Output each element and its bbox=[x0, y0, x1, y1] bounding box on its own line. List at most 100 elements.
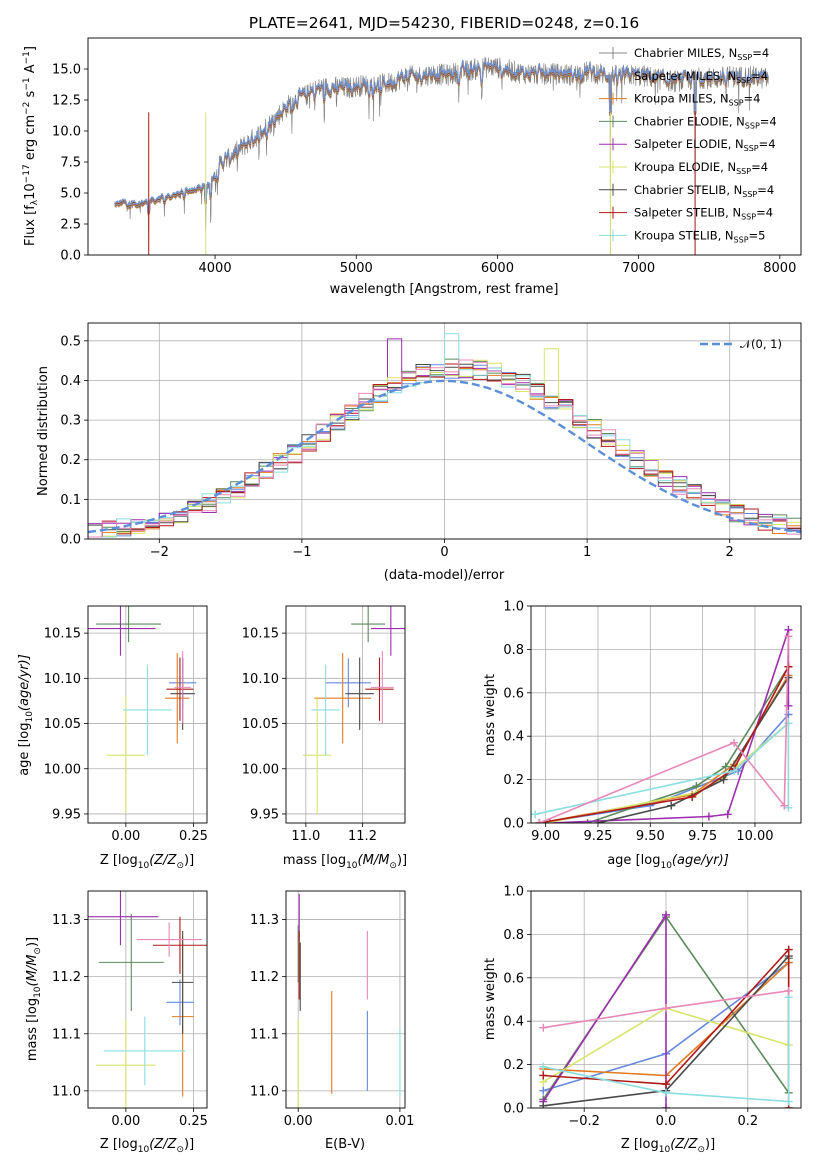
x-tick-label: 9.75 bbox=[688, 829, 717, 844]
x-tick-label: 9.00 bbox=[531, 829, 560, 844]
axes-frame bbox=[87, 322, 802, 540]
y-tick-label: 10.15 bbox=[242, 627, 279, 642]
weight-marker bbox=[784, 803, 793, 812]
y-tick-label: 0.1 bbox=[60, 493, 81, 508]
x-tick-label: 7000 bbox=[622, 261, 655, 276]
y-tick-label: 0.0 bbox=[60, 249, 81, 264]
legend-label: Kroupa MILES, NSSP=4 bbox=[634, 92, 760, 108]
weight-marker bbox=[688, 792, 697, 801]
axes-frame bbox=[87, 37, 802, 256]
x-tick-label: −1 bbox=[292, 545, 311, 560]
y-tick-label: 11.0 bbox=[52, 1084, 81, 1099]
legend-item: Chabrier ELODIE, NSSP=4 bbox=[599, 114, 777, 130]
x-tick-label: 5000 bbox=[340, 261, 373, 276]
x-tick-label: 6000 bbox=[481, 261, 514, 276]
legend-label: Salpeter ELODIE, NSSP=4 bbox=[634, 137, 776, 153]
normal-curve bbox=[88, 379, 801, 534]
spectrum-ylabel: Flux [fλ10−17 erg cm−2 s−1 A−1] bbox=[22, 46, 40, 246]
errorbar-point bbox=[88, 606, 156, 656]
weight-series bbox=[535, 662, 793, 823]
legend-label: Chabrier STELIB, NSSP=4 bbox=[634, 183, 774, 199]
errorbar-point bbox=[171, 930, 194, 1034]
weight-marker bbox=[780, 801, 789, 810]
weight-marker bbox=[539, 1086, 548, 1095]
x-tick-label: 0.25 bbox=[179, 829, 208, 844]
errorbar-point bbox=[303, 696, 332, 814]
y-tick-label: 11.1 bbox=[250, 1027, 279, 1042]
weight-series bbox=[539, 993, 793, 1106]
spectrum-legend: Chabrier MILES, NSSP=4 Salpeter MILES, NS… bbox=[599, 46, 777, 244]
weight-marker bbox=[784, 945, 793, 954]
errorbar-point bbox=[106, 696, 145, 814]
y-tick-label: 0.4 bbox=[60, 374, 81, 389]
errorbar-point bbox=[314, 653, 371, 744]
errorbar-point bbox=[152, 916, 207, 974]
legend-item: Salpeter ELODIE, NSSP=4 bbox=[599, 137, 776, 153]
plot-area bbox=[539, 910, 793, 1108]
y-tick-label: 10.05 bbox=[44, 717, 81, 732]
legend-label: Kroupa ELODIE, NSSP=4 bbox=[634, 160, 768, 176]
errorbar-point bbox=[365, 657, 394, 721]
y-tick-label: 0.5 bbox=[60, 334, 81, 349]
legend-label: Salpeter MILES, NSSP=4 bbox=[634, 69, 768, 85]
weight-series bbox=[539, 986, 793, 1032]
errorbar-point bbox=[104, 1016, 186, 1086]
y-tick-label: 5.0 bbox=[60, 187, 81, 202]
weight-series bbox=[593, 673, 793, 823]
legend-item: Chabrier MILES, NSSP=4 bbox=[599, 46, 769, 62]
weight-series bbox=[535, 671, 793, 823]
weight-marker bbox=[784, 701, 793, 710]
errorbar-point bbox=[371, 651, 394, 724]
spectrum-model-line bbox=[114, 59, 769, 212]
y-tick-label: 10.05 bbox=[242, 717, 279, 732]
spectrum-title: PLATE=2641, MJD=54230, FIBERID=0248, z=0… bbox=[249, 14, 639, 32]
y-tick-label: 10.0 bbox=[52, 125, 81, 140]
weight-marker bbox=[545, 819, 554, 823]
axes-frame bbox=[530, 890, 802, 1109]
mass-z-xlabel: Z [log10(Z/Z⊙)] bbox=[100, 1137, 194, 1155]
y-tick-label: 1.0 bbox=[503, 600, 524, 615]
weight-marker bbox=[721, 762, 730, 771]
axes-frame bbox=[87, 605, 208, 824]
x-tick-label: 11.2 bbox=[348, 829, 377, 844]
errorbar-point bbox=[98, 913, 164, 1011]
legend-item: Kroupa MILES, NSSP=4 bbox=[599, 92, 760, 108]
x-tick-label: 9.25 bbox=[584, 829, 613, 844]
errorbar-point bbox=[371, 606, 405, 656]
weight-line bbox=[543, 997, 790, 1103]
weight-line bbox=[587, 666, 790, 823]
y-tick-label: 1.0 bbox=[503, 885, 524, 900]
weight-marker bbox=[784, 673, 793, 682]
weight-marker bbox=[539, 1101, 548, 1108]
axes-frame bbox=[530, 605, 802, 824]
x-tick-label: 8000 bbox=[763, 261, 796, 276]
weight-line bbox=[539, 636, 790, 823]
weight-vs-age-panel: age [log10(age/yr)] mass weight 9.00 9.25… bbox=[483, 600, 802, 871]
weight-marker bbox=[539, 1071, 548, 1080]
errorbar-point bbox=[88, 891, 159, 946]
y-tick-label: 2.5 bbox=[60, 218, 81, 233]
mass-vs-extinction-panel: E(B-V) 0.00 0.01 11.0 11.1 11.2 11.3 bbox=[250, 890, 414, 1152]
weight-marker bbox=[539, 1062, 548, 1071]
weight-series bbox=[535, 632, 793, 823]
plot-area bbox=[303, 606, 405, 814]
weight-line bbox=[597, 677, 790, 823]
legend-label: 𝒩(0, 1) bbox=[740, 337, 782, 351]
y-tick-label: 15.0 bbox=[52, 63, 81, 78]
errorbar-point bbox=[123, 664, 172, 756]
legend-label: Kroupa STELIB, NSSP=5 bbox=[634, 228, 765, 244]
y-tick-label: 9.95 bbox=[250, 807, 279, 822]
y-tick-label: 11.3 bbox=[250, 913, 279, 928]
x-tick-label: 1 bbox=[583, 545, 591, 560]
x-tick-label: −0.2 bbox=[568, 1114, 600, 1129]
weight-marker bbox=[723, 810, 732, 819]
errorbar-point bbox=[174, 651, 191, 724]
weight-line bbox=[535, 721, 790, 816]
axes-frame bbox=[87, 890, 208, 1109]
y-tick-label: 0.0 bbox=[503, 817, 524, 832]
errorbar-point bbox=[166, 657, 194, 721]
y-tick-label: 0.2 bbox=[60, 453, 81, 468]
spectrum-xlabel: wavelength [Angstrom, rest frame] bbox=[330, 282, 559, 297]
y-tick-label: 0.0 bbox=[60, 533, 81, 548]
weight-marker bbox=[730, 766, 739, 775]
